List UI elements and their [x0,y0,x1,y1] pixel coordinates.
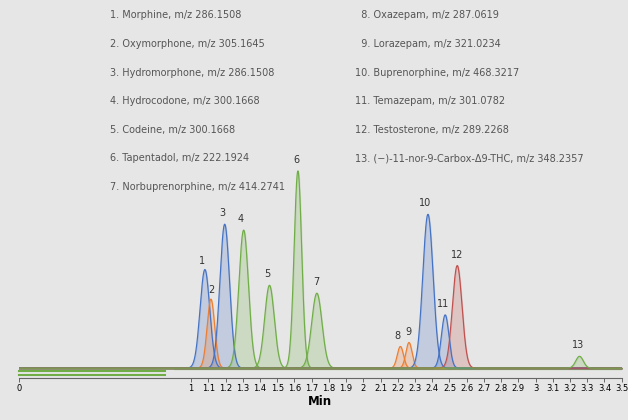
Text: 1: 1 [199,256,205,265]
Text: 3. Hydromorphone, m/z 286.1508: 3. Hydromorphone, m/z 286.1508 [110,68,274,78]
Text: 8. Oxazepam, m/z 287.0619: 8. Oxazepam, m/z 287.0619 [355,10,499,21]
Text: 3: 3 [219,208,225,218]
Text: 5: 5 [264,269,270,279]
Text: 12: 12 [451,249,463,260]
Text: 7: 7 [313,277,320,287]
Text: 6: 6 [293,155,300,165]
Text: 10. Buprenorphine, m/z 468.3217: 10. Buprenorphine, m/z 468.3217 [355,68,519,78]
X-axis label: Min: Min [308,395,332,408]
Text: 10: 10 [419,198,431,208]
Text: 9: 9 [406,327,411,336]
Text: 5. Codeine, m/z 300.1668: 5. Codeine, m/z 300.1668 [110,125,235,135]
Text: 11: 11 [436,299,448,309]
Text: 11. Temazepam, m/z 301.0782: 11. Temazepam, m/z 301.0782 [355,96,505,106]
Text: 6. Tapentadol, m/z 222.1924: 6. Tapentadol, m/z 222.1924 [110,153,249,163]
Text: 7. Norbuprenorphine, m/z 414.2741: 7. Norbuprenorphine, m/z 414.2741 [110,182,285,192]
Text: 12. Testosterone, m/z 289.2268: 12. Testosterone, m/z 289.2268 [355,125,509,135]
Text: 2. Oxymorphone, m/z 305.1645: 2. Oxymorphone, m/z 305.1645 [110,39,264,49]
Text: 2: 2 [208,285,214,295]
Text: 4. Hydrocodone, m/z 300.1668: 4. Hydrocodone, m/z 300.1668 [110,96,259,106]
Text: 13: 13 [571,340,584,350]
Text: 8: 8 [395,331,401,341]
Text: 4: 4 [238,214,244,224]
Text: 13. (−)-11-nor-9-Carbox-Δ9-THC, m/z 348.2357: 13. (−)-11-nor-9-Carbox-Δ9-THC, m/z 348.… [355,153,583,163]
Text: 1. Morphine, m/z 286.1508: 1. Morphine, m/z 286.1508 [110,10,241,21]
Text: 9. Lorazepam, m/z 321.0234: 9. Lorazepam, m/z 321.0234 [355,39,501,49]
